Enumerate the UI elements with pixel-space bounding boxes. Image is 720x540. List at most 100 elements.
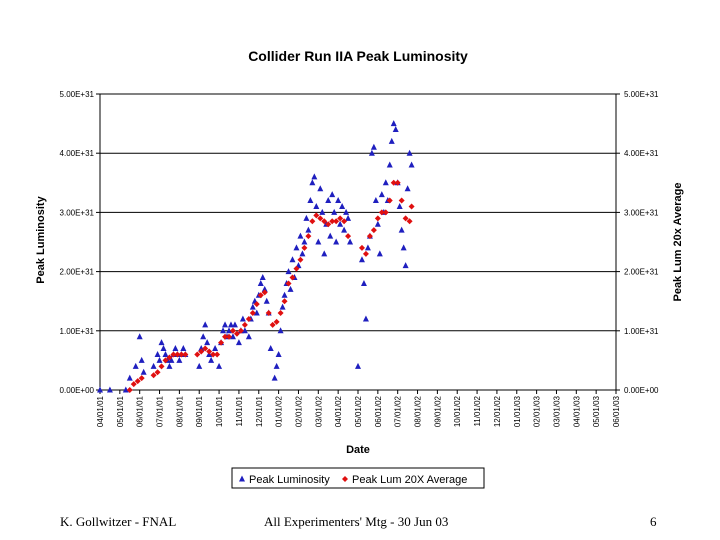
lum-average-point <box>126 387 133 393</box>
peak-luminosity-point <box>374 220 381 227</box>
peak-luminosity-point <box>216 362 223 369</box>
peak-luminosity-point <box>408 161 415 168</box>
peak-luminosity-point <box>198 345 205 352</box>
peak-luminosity-point <box>325 197 332 204</box>
x-tick-label: 04/01/03 <box>572 395 581 427</box>
lum-average-point <box>394 179 401 186</box>
lum-average-point <box>249 310 256 317</box>
peak-luminosity-point <box>200 333 207 340</box>
lum-average-point <box>265 310 272 317</box>
peak-luminosity-point <box>257 279 264 286</box>
peak-luminosity-point <box>168 356 175 363</box>
peak-luminosity-point <box>235 339 242 346</box>
peak-luminosity-point <box>386 161 393 168</box>
lum-average-point <box>170 351 177 358</box>
lum-average-point <box>198 348 205 355</box>
lum-average-point <box>406 218 413 225</box>
peak-luminosity-point <box>122 386 129 393</box>
peak-luminosity-point <box>345 214 352 221</box>
lum-average-series <box>126 179 415 393</box>
peak-luminosity-point <box>305 226 312 233</box>
lum-average-point <box>341 218 348 225</box>
y-tick-label: 4.00E+31 <box>60 149 95 158</box>
lum-average-point <box>390 179 397 186</box>
lum-average-point <box>130 381 137 388</box>
peak-luminosity-point <box>382 179 389 186</box>
peak-luminosity-point <box>172 345 179 352</box>
lum-average-point <box>245 315 252 322</box>
x-tick-label: 07/01/02 <box>394 395 403 427</box>
lum-average-point <box>237 327 244 334</box>
peak-luminosity-point <box>388 137 395 144</box>
lum-average-point <box>289 274 296 281</box>
chart-title: Collider Run IIA Peak Luminosity <box>248 48 468 64</box>
peak-luminosity-point <box>279 303 286 310</box>
peak-luminosity-point <box>299 250 306 257</box>
peak-luminosity-point <box>132 362 139 369</box>
lum-average-point <box>210 351 217 358</box>
peak-luminosity-point <box>368 149 375 156</box>
peak-luminosity-point <box>273 362 280 369</box>
y-tick-label: 3.00E+31 <box>60 208 95 217</box>
lum-average-point <box>386 197 393 204</box>
peak-luminosity-point <box>321 250 328 257</box>
x-tick-label: 08/01/02 <box>414 395 423 427</box>
lum-average-point <box>333 218 340 225</box>
peak-luminosity-point <box>341 226 348 233</box>
y2-tick-label: 0.00E+00 <box>624 386 659 395</box>
lum-average-point <box>345 233 352 240</box>
x-axis-label: Date <box>346 444 370 456</box>
x-tick-label: 06/01/03 <box>612 395 621 427</box>
peak-luminosity-point <box>347 238 354 245</box>
lum-average-point <box>257 292 264 299</box>
peak-luminosity-point <box>196 362 203 369</box>
footer-page-number: 6 <box>650 514 657 529</box>
lum-average-point <box>342 476 348 482</box>
y-tick-label: 0.00E+00 <box>60 386 95 395</box>
lum-average-point <box>382 209 389 216</box>
peak-luminosity-point <box>259 274 266 281</box>
peak-luminosity-point <box>241 327 248 334</box>
lum-average-point <box>206 348 213 355</box>
peak-luminosity-point <box>176 356 183 363</box>
y2-tick-label: 5.00E+31 <box>624 90 659 99</box>
lum-average-point <box>194 351 201 358</box>
x-tick-label: 05/01/02 <box>354 395 363 427</box>
lum-average-point <box>358 244 365 251</box>
lum-average-point <box>233 330 240 337</box>
lum-average-point <box>253 301 260 308</box>
lum-average-point <box>321 218 328 225</box>
x-tick-label: 05/01/03 <box>592 395 601 427</box>
lum-average-point <box>241 321 248 328</box>
lum-average-point <box>281 298 288 305</box>
peak-luminosity-point <box>337 220 344 227</box>
peak-luminosity-point <box>156 356 163 363</box>
peak-luminosity-point <box>285 268 292 275</box>
x-tick-label: 11/01/02 <box>473 395 482 426</box>
lum-average-point <box>174 351 181 358</box>
lum-average-point <box>305 233 312 240</box>
peak-luminosity-point <box>313 202 320 209</box>
x-tick-label: 06/01/01 <box>136 395 145 427</box>
x-tick-label: 09/01/01 <box>195 395 204 427</box>
peak-luminosity-point <box>331 208 338 215</box>
peak-luminosity-point <box>231 321 238 328</box>
peak-luminosity-point <box>400 244 407 251</box>
peak-luminosity-point <box>311 173 318 180</box>
footer-meeting: All Experimenters' Mtg - 30 Jun 03 <box>264 514 449 529</box>
peak-luminosity-point <box>239 315 246 322</box>
lum-average-point <box>293 265 300 272</box>
lum-average-point <box>317 215 324 222</box>
footer-author: K. Gollwitzer - FNAL <box>60 514 177 529</box>
peak-luminosity-point <box>208 356 215 363</box>
peak-luminosity-point <box>226 327 232 334</box>
peak-luminosity-point <box>307 197 314 204</box>
lum-average-point <box>273 318 280 325</box>
lum-average-point <box>218 339 225 346</box>
x-tick-label: 03/01/02 <box>314 395 323 427</box>
peak-luminosity-point <box>301 238 308 245</box>
x-tick-label: 09/01/02 <box>433 395 442 427</box>
lum-average-point <box>362 250 369 257</box>
y-tick-label: 5.00E+31 <box>60 90 95 99</box>
x-tick-label: 10/01/02 <box>453 395 462 427</box>
